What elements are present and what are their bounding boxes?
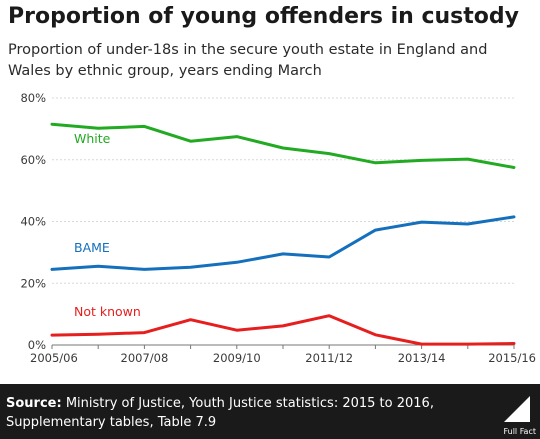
- x-tick-label: 2011/12: [305, 351, 353, 365]
- grid-layer: 0% 20% 40% 60% 80% 2005/06 2007/08 2009/10 2011/…: [20, 91, 536, 365]
- full-fact-logo-icon: [504, 396, 530, 422]
- y-tick-label: 60%: [20, 153, 46, 167]
- y-tick-label: 80%: [20, 91, 46, 105]
- series-label: BAME: [74, 240, 110, 255]
- source-note: Source: Ministry of Justice, Youth Justi…: [6, 394, 496, 432]
- series-layer: [50, 122, 516, 346]
- logo-text: Full Fact: [503, 427, 536, 436]
- series-label: White: [74, 131, 111, 146]
- x-tick-label: 2009/10: [213, 351, 261, 365]
- x-tick-label: 2013/14: [398, 351, 446, 365]
- y-tick-label: 0%: [28, 338, 46, 352]
- y-tick-label: 40%: [20, 215, 46, 229]
- series-line-not-known: [50, 314, 516, 346]
- chart-subtitle: Proportion of under-18s in the secure yo…: [8, 42, 488, 79]
- series-label: Not known: [74, 304, 141, 319]
- line-chart: 0% 20% 40% 60% 80% 2005/06 2007/08 2009/10 2011/…: [20, 91, 536, 365]
- series-line-bame: [50, 215, 516, 271]
- chart-title: Proportion of young offenders in custody: [8, 4, 519, 29]
- x-tick-label: 2015/16: [488, 351, 536, 365]
- x-tick-label: 2005/06: [30, 351, 78, 365]
- x-tick-label: 2007/08: [121, 351, 169, 365]
- footer: Source: Ministry of Justice, Youth Justi…: [0, 384, 540, 439]
- series-line-white: [50, 122, 516, 169]
- label-layer: White BAME Not known: [74, 131, 141, 319]
- source-label: Source:: [6, 396, 62, 411]
- y-tick-label: 20%: [20, 276, 46, 290]
- source-text: Ministry of Justice, Youth Justice stati…: [6, 396, 434, 430]
